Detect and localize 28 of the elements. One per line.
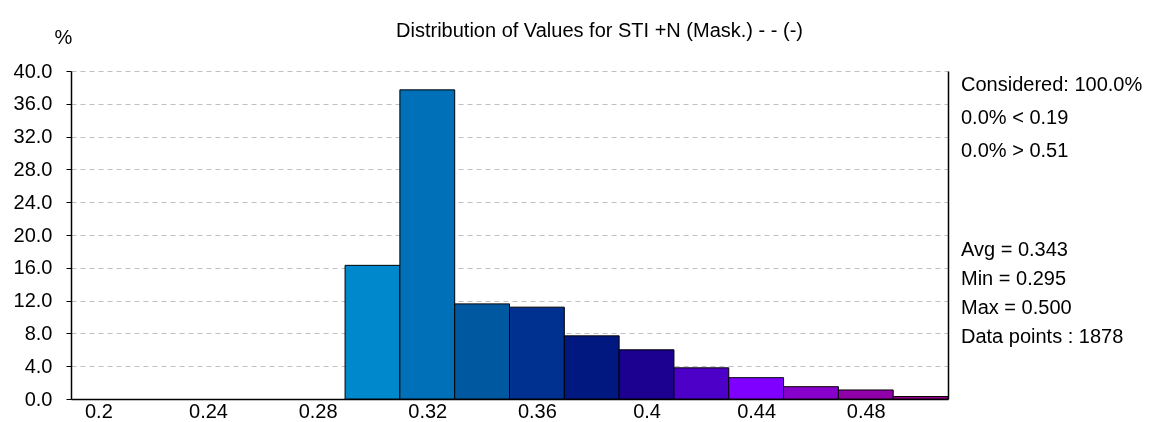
y-tick-label: 0.0 xyxy=(24,387,53,410)
text: Considered: 100.0% xyxy=(961,73,1143,95)
y-tick-label: 4.0 xyxy=(24,354,53,377)
y-tick-label: 40.0 xyxy=(13,59,53,82)
text: Min = 0.295 xyxy=(961,267,1067,289)
text: 0.0% > 0.51 xyxy=(961,139,1069,161)
y-tick-label: 12.0 xyxy=(13,289,53,312)
y-tick-label: 28.0 xyxy=(13,157,53,180)
x-tick-label: 0.44 xyxy=(737,399,777,422)
x-tick-label: 0.48 xyxy=(846,399,886,422)
y-tick-label: 8.0 xyxy=(24,321,53,344)
x-tick-label: 0.28 xyxy=(298,399,338,422)
text: Data points : 1878 xyxy=(961,325,1124,347)
text: Max = 0.500 xyxy=(961,296,1072,318)
y-tick-label: 16.0 xyxy=(13,256,53,279)
chart-title: Distribution of Values for STI +N (Mask.) - - (-) xyxy=(396,19,803,41)
y-tick-label: 24.0 xyxy=(13,190,53,213)
text: Avg = 0.343 xyxy=(961,238,1068,260)
y-tick-label: 32.0 xyxy=(13,125,53,148)
y-axis-title: % xyxy=(54,25,73,48)
text: 0.0% < 0.19 xyxy=(961,106,1069,128)
x-tick-label: 0.36 xyxy=(517,399,557,422)
x-tick-label: 0.2 xyxy=(85,399,113,422)
x-tick-label: 0.24 xyxy=(189,399,228,422)
y-tick-label: 36.0 xyxy=(13,92,53,115)
x-tick-label: 0.32 xyxy=(408,399,448,422)
x-tick-label: 0.4 xyxy=(633,399,661,422)
y-tick-label: 20.0 xyxy=(13,223,53,246)
